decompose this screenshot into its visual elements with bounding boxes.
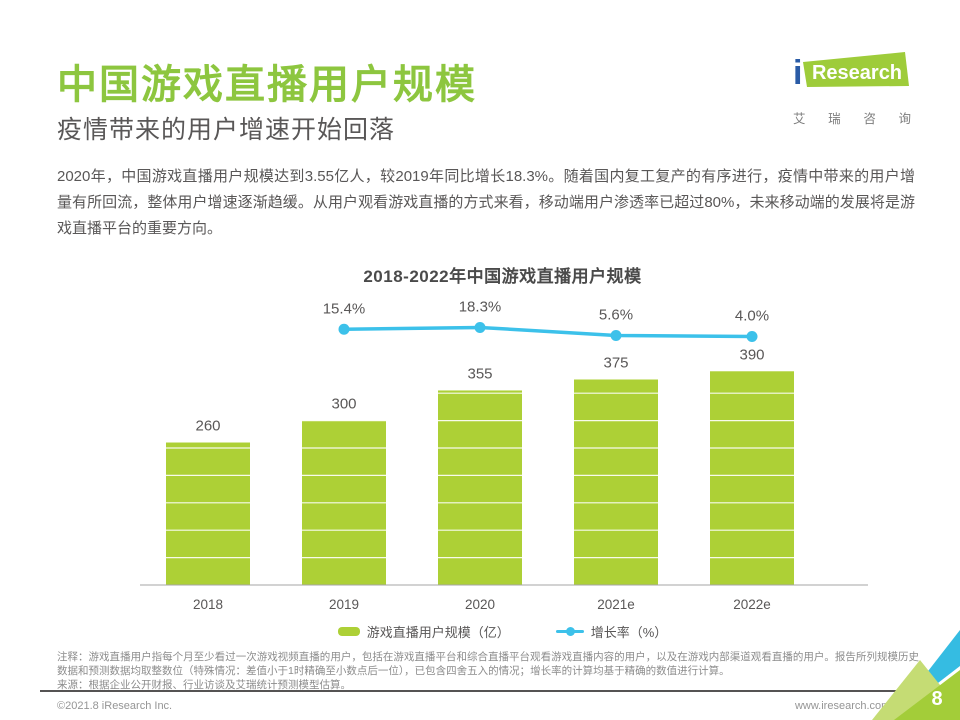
x-tick-label: 2020 <box>465 597 495 612</box>
corner-decoration: 8 <box>872 630 960 720</box>
bar-value-label: 375 <box>603 355 628 372</box>
bar-value-label: 260 <box>195 418 220 435</box>
bar-2018 <box>166 442 250 585</box>
footer-copyright: ©2021.8 iResearch Inc. <box>57 700 173 712</box>
logo-cn-char: 咨 <box>863 112 876 126</box>
logo-chinese-name: 艾瑞咨询 <box>793 108 911 127</box>
page-number: 8 <box>931 688 942 710</box>
x-tick-label: 2022e <box>733 597 771 612</box>
chart-title: 2018-2022年中国游戏直播用户规模 <box>363 267 642 286</box>
growth-rate-label: 4.0% <box>735 307 769 324</box>
logo-i-glyph: i <box>793 54 802 92</box>
legend-item: 游戏直播用户规模（亿） <box>337 622 510 641</box>
iresearch-logo-mark: Research i <box>793 52 909 92</box>
note-annotation: 注释：游戏直播用户指每个月至少看过一次游戏视频直播的用户，包括在游戏直播平台和综… <box>57 651 919 677</box>
bar-2021e <box>574 379 658 585</box>
footer-divider <box>40 690 922 692</box>
note-source: 来源：根据企业公开财报、行业访谈及艾瑞统计预测模型估算。 <box>57 679 351 691</box>
growth-line <box>342 325 754 339</box>
logo-cn-char: 瑞 <box>828 112 841 126</box>
footer-website: www.iresearch.com.cn <box>794 700 905 712</box>
bar-value-label: 300 <box>331 396 356 413</box>
line-dot-icon <box>565 627 575 636</box>
growth-rate-label: 5.6% <box>599 306 633 323</box>
bar-value-label: 355 <box>467 365 492 382</box>
legend-item: 增长率（%） <box>555 622 668 641</box>
iresearch-logo: Research i 艾 瑞 咨 询 <box>793 46 918 127</box>
chart-legend: 游戏直播用户规模（亿） 增长率（%） <box>45 622 960 641</box>
corner-green-triangle <box>894 670 960 720</box>
bar-line-chart: 260 2018 300 2019 355 2020 375 2021e 390 2022e 15.… <box>140 298 868 612</box>
line-point <box>474 321 486 333</box>
footnotes: 注释：游戏直播用户指每个月至少看过一次游戏视频直播的用户，包括在游戏直播平台和综… <box>57 650 919 692</box>
x-tick-label: 2018 <box>193 597 223 612</box>
x-tick-label: 2021e <box>597 597 635 612</box>
logo-cn-char: 询 <box>898 112 911 126</box>
growth-rate-label: 15.4% <box>323 300 366 317</box>
legend-label: 增长率（%） <box>590 625 668 640</box>
legend-label: 游戏直播用户规模（亿） <box>366 625 510 640</box>
page-title: 中国游戏直播用户规模 <box>57 63 477 107</box>
logo-brand-text: Research <box>812 62 902 84</box>
line-point <box>610 329 622 341</box>
line-point <box>746 330 758 342</box>
intro-paragraph: 2020年，中国游戏直播用户规模达到3.55亿人，较2019年同比增长18.3%… <box>57 168 915 237</box>
page-subtitle: 疫情带来的用户增速开始回落 <box>57 116 396 144</box>
bar-swatch-icon <box>337 627 360 636</box>
line-swatch-icon <box>555 627 584 636</box>
growth-rate-label: 18.3% <box>459 298 502 315</box>
logo-cn-char: 艾 <box>793 112 806 126</box>
bar-2022e <box>710 371 794 585</box>
logo-banner-shape <box>803 52 909 87</box>
bar-2020 <box>438 390 522 585</box>
bar-value-label: 390 <box>739 346 764 363</box>
x-tick-label: 2019 <box>329 597 359 612</box>
line-point <box>338 323 350 335</box>
